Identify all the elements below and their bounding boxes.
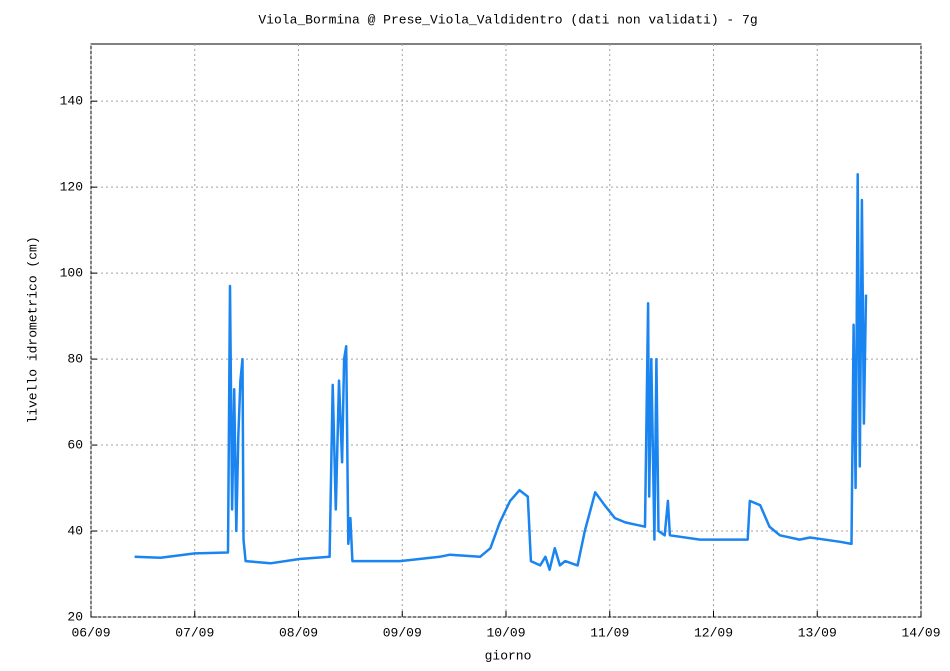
y-tick-label: 120 (60, 180, 83, 195)
y-tick-label: 140 (60, 94, 83, 109)
y-tick-label: 60 (67, 437, 83, 452)
x-tick-label: 13/09 (798, 625, 837, 640)
x-tick-label: 10/09 (486, 625, 525, 640)
data-line (134, 172, 868, 571)
x-tick-label: 08/09 (279, 625, 318, 640)
x-axis-label: giorno (485, 648, 532, 663)
x-tick-label: 09/09 (383, 625, 422, 640)
chart-title: Viola_Bormina @ Prese_Viola_Valdidentro … (258, 12, 757, 27)
x-tick-label: 06/09 (71, 625, 110, 640)
y-tick-label: 100 (60, 266, 83, 281)
x-tick-label: 07/09 (175, 625, 214, 640)
x-tick-label: 11/09 (590, 625, 629, 640)
x-tick-label: 14/09 (901, 625, 940, 640)
x-tick-label: 12/09 (694, 625, 733, 640)
y-axis-label: livello idrometrico (cm) (25, 236, 40, 423)
y-tick-label: 40 (67, 523, 83, 538)
y-tick-label: 20 (67, 609, 83, 624)
y-tick-label: 80 (67, 352, 83, 367)
